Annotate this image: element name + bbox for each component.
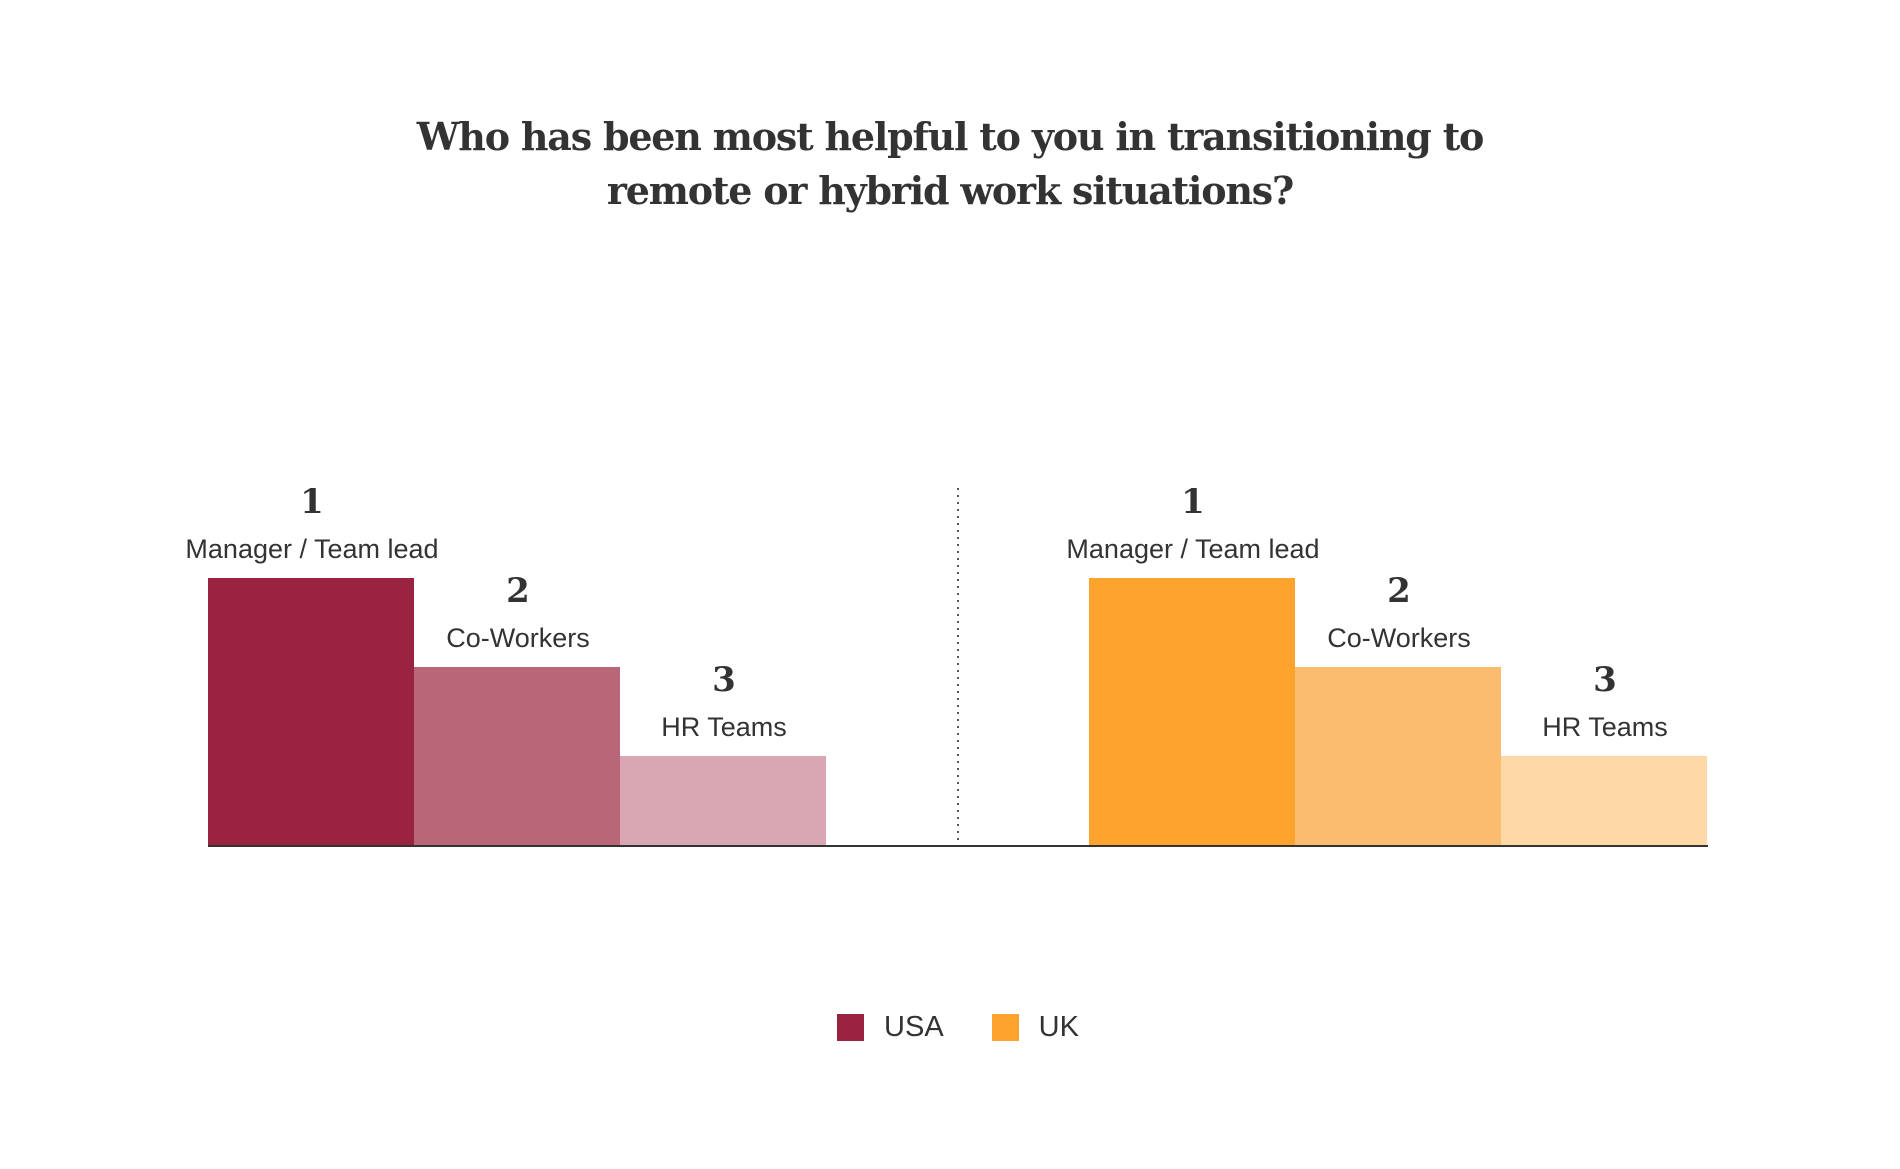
bar-usa-hr-teams [620, 756, 826, 845]
legend-item-usa: USA [837, 1011, 944, 1044]
bar-usa-manager-team-lead [208, 578, 414, 845]
rank-label-uk-co-workers: 2 [1387, 571, 1411, 611]
legend-item-uk: UK [991, 1010, 1079, 1044]
category-label-uk-manager-team-lead: Manager / Team lead [1066, 534, 1319, 564]
bar-usa-co-workers [414, 667, 620, 845]
legend-label-usa: USA [884, 1010, 944, 1043]
rank-label-usa-co-workers: 2 [506, 571, 530, 611]
bar-uk-hr-teams [1501, 756, 1707, 845]
category-label-usa-co-workers: Co-Workers [446, 623, 590, 653]
bar-uk-manager-team-lead [1089, 578, 1295, 845]
rank-label-usa-manager-team-lead: 1 [300, 482, 324, 522]
legend-label-uk: UK [1038, 1010, 1079, 1043]
rank-label-uk-hr-teams: 3 [1593, 660, 1617, 700]
rank-label-usa-hr-teams: 3 [712, 660, 736, 700]
chart-title-line-1: Who has been most helpful to you in tran… [416, 114, 1485, 159]
legend: USA UK [0, 1007, 1900, 1047]
legend-swatch-uk [991, 1013, 1019, 1041]
chart-title-line-2: remote or hybrid work situations? [606, 168, 1294, 213]
category-label-uk-hr-teams: HR Teams [1542, 712, 1668, 742]
category-label-uk-co-workers: Co-Workers [1327, 623, 1471, 653]
bar-uk-co-workers [1295, 667, 1501, 845]
category-label-usa-manager-team-lead: Manager / Team lead [185, 534, 438, 564]
legend-swatch-usa [837, 1013, 865, 1041]
category-label-usa-hr-teams: HR Teams [661, 712, 787, 742]
chart-title: Who has been most helpful to you in tran… [350, 110, 1550, 218]
rank-label-uk-manager-team-lead: 1 [1181, 482, 1205, 522]
